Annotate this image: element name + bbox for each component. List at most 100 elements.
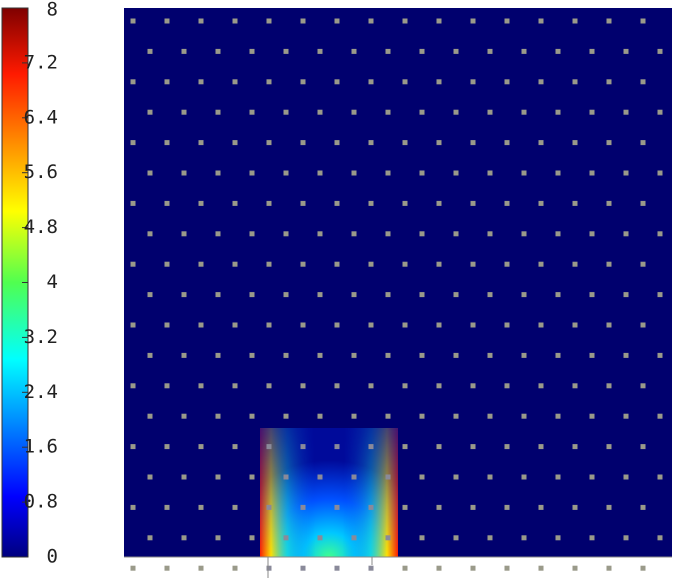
marker (606, 79, 612, 85)
marker (487, 292, 493, 298)
marker (232, 200, 238, 206)
marker (419, 474, 425, 480)
marker (368, 565, 374, 571)
marker (589, 109, 595, 115)
marker (419, 48, 425, 54)
marker (385, 535, 391, 541)
marker (181, 48, 187, 54)
marker (317, 474, 323, 480)
marker (453, 170, 459, 176)
marker (368, 444, 374, 450)
marker (351, 231, 357, 237)
marker (419, 231, 425, 237)
field-region (260, 428, 398, 557)
marker (657, 170, 663, 176)
marker (300, 18, 306, 24)
colorbar-tick-label: 4.8 (24, 216, 58, 238)
marker (181, 535, 187, 541)
marker (402, 79, 408, 85)
marker (164, 444, 170, 450)
marker (504, 322, 510, 328)
marker (232, 322, 238, 328)
marker (538, 322, 544, 328)
marker (317, 231, 323, 237)
marker (147, 170, 153, 176)
marker (147, 535, 153, 541)
marker (572, 79, 578, 85)
marker (334, 261, 340, 267)
marker (453, 48, 459, 54)
marker (351, 170, 357, 176)
marker (470, 322, 476, 328)
colorbar-tick-label: 8 (47, 0, 58, 21)
marker (623, 109, 629, 115)
marker (232, 504, 238, 510)
marker (640, 261, 646, 267)
marker (368, 200, 374, 206)
marker (181, 474, 187, 480)
marker (555, 231, 561, 237)
marker (334, 140, 340, 146)
marker (198, 79, 204, 85)
colorbar-tick-label: 3.2 (24, 326, 58, 348)
marker (300, 504, 306, 510)
marker (232, 18, 238, 24)
marker (640, 322, 646, 328)
vector-markers (130, 18, 663, 571)
marker (198, 18, 204, 24)
marker (130, 383, 136, 389)
marker (402, 565, 408, 571)
marker (640, 444, 646, 450)
marker (470, 18, 476, 24)
marker (640, 200, 646, 206)
marker (198, 504, 204, 510)
marker (521, 170, 527, 176)
marker (487, 352, 493, 358)
marker (504, 261, 510, 267)
marker (334, 504, 340, 510)
marker (640, 140, 646, 146)
marker (130, 79, 136, 85)
marker (147, 109, 153, 115)
marker (572, 140, 578, 146)
marker (623, 48, 629, 54)
marker (470, 504, 476, 510)
marker (589, 352, 595, 358)
marker (351, 535, 357, 541)
marker (130, 565, 136, 571)
marker (555, 535, 561, 541)
marker (606, 383, 612, 389)
marker (249, 413, 255, 419)
marker (504, 140, 510, 146)
marker (487, 231, 493, 237)
marker (283, 109, 289, 115)
marker (215, 109, 221, 115)
marker (419, 292, 425, 298)
marker (436, 322, 442, 328)
marker (283, 170, 289, 176)
marker (487, 535, 493, 541)
marker (436, 504, 442, 510)
marker (368, 383, 374, 389)
marker (402, 140, 408, 146)
marker (232, 79, 238, 85)
marker (572, 504, 578, 510)
marker (623, 170, 629, 176)
marker (436, 383, 442, 389)
marker (572, 200, 578, 206)
marker (181, 109, 187, 115)
marker (215, 413, 221, 419)
marker (215, 474, 221, 480)
marker (572, 444, 578, 450)
marker (436, 140, 442, 146)
marker (334, 18, 340, 24)
marker (368, 261, 374, 267)
marker (504, 79, 510, 85)
marker (504, 383, 510, 389)
colorbar-tick-label: 2.4 (24, 381, 58, 403)
marker (657, 535, 663, 541)
marker (555, 474, 561, 480)
marker (300, 383, 306, 389)
marker (147, 231, 153, 237)
